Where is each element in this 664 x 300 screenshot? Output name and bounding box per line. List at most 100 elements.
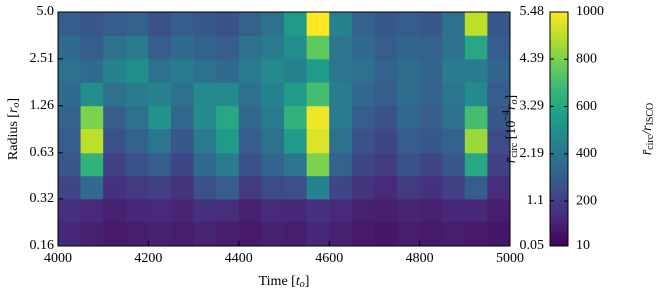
heatmap-cell [261, 12, 285, 36]
colorbar-left-tick-label: 5.48 [520, 4, 545, 19]
heatmap-cell [238, 12, 262, 36]
heatmap-cell [261, 105, 285, 130]
heatmap-cell [306, 105, 330, 130]
heatmap-cell [103, 221, 127, 247]
heatmap-cell [306, 175, 330, 200]
heatmap-cell [171, 221, 195, 247]
heatmap-cell [171, 175, 195, 200]
heatmap-cell [171, 105, 195, 130]
y-tick-label: 2.51 [30, 51, 55, 66]
heatmap-cell [58, 198, 82, 222]
heatmap-cell [216, 12, 240, 36]
heatmap-cell [397, 82, 421, 107]
colorbar-tick-label: 600 [576, 99, 597, 114]
heatmap-cell [125, 175, 149, 200]
heatmap-cell [374, 175, 398, 200]
heatmap-cell [487, 12, 511, 36]
heatmap-cell [284, 12, 308, 36]
heatmap-cell [261, 175, 285, 200]
heatmap-cell [58, 35, 82, 60]
heatmap-cell [487, 128, 511, 154]
x-tick-label: 4800 [406, 251, 434, 266]
heatmap-cell [284, 152, 308, 177]
heatmap-cell [261, 152, 285, 177]
heatmap-cell [284, 105, 308, 130]
heatmap-cell [351, 82, 375, 107]
heatmap-cell [464, 175, 488, 200]
heatmap-cell [80, 35, 104, 60]
heatmap-cell [374, 198, 398, 222]
heatmap-cell [397, 152, 421, 177]
heatmap-cell [306, 198, 330, 222]
heatmap-cell [306, 12, 330, 36]
colorbar-left-tick-label: 2.19 [520, 146, 545, 161]
heatmap-cell [284, 175, 308, 200]
heatmap-cell [80, 58, 104, 83]
heatmap-cell [329, 175, 353, 200]
heatmap-cell [103, 12, 127, 36]
heatmap-cell [374, 105, 398, 130]
heatmap-cell [351, 58, 375, 83]
heatmap-cell [193, 152, 217, 177]
heatmap-cell [464, 58, 488, 83]
heatmap-cell [351, 105, 375, 130]
heatmap-cell [80, 12, 104, 36]
heatmap-cell [329, 35, 353, 60]
heatmap-cell [58, 128, 82, 154]
heatmap-cell [487, 175, 511, 200]
heatmap-cell [374, 35, 398, 60]
colorbar-tick-label: 200 [576, 193, 597, 208]
heatmap-cell [80, 221, 104, 247]
colorbar-right-label: r̄circ/rISCO [640, 103, 656, 156]
heatmap-cell [487, 198, 511, 222]
heatmap-cell [216, 175, 240, 200]
heatmap-cell [238, 175, 262, 200]
heatmap-cell [397, 12, 421, 36]
heatmap-cell [306, 221, 330, 247]
heatmap-cell [148, 221, 172, 247]
heatmap-cell [306, 128, 330, 154]
x-tick-label: 4000 [44, 251, 72, 266]
x-axis-label: Time [to] [259, 274, 310, 290]
heatmap-cell [125, 12, 149, 36]
heatmap-cell [58, 58, 82, 83]
heatmap-cell [351, 221, 375, 247]
heatmap-cell [58, 82, 82, 107]
heatmap-cell [284, 198, 308, 222]
heatmap-cell [103, 152, 127, 177]
y-tick-label: 0.63 [30, 145, 55, 160]
heatmap-cell [464, 35, 488, 60]
heatmap-cell [216, 221, 240, 247]
colorbar-left-tick-label: 4.39 [520, 51, 545, 66]
colorbar [549, 11, 569, 247]
heatmap-cell [125, 128, 149, 154]
heatmap-cell [148, 58, 172, 83]
heatmap-cell [171, 12, 195, 36]
heatmap-cell [464, 152, 488, 177]
heatmap-cell [80, 105, 104, 130]
heatmap-cell [103, 58, 127, 83]
heatmap-cell [261, 221, 285, 247]
colorbar-left-tick-label: 3.29 [520, 99, 545, 114]
heatmap-cell [284, 128, 308, 154]
heatmap-cell [193, 175, 217, 200]
heatmap-cell [351, 128, 375, 154]
x-tick-label: 4600 [315, 251, 343, 266]
y-tick-label: 0.32 [30, 191, 55, 206]
heatmap-cell [193, 105, 217, 130]
heatmap-cell [171, 35, 195, 60]
heatmap-cell [397, 221, 421, 247]
heatmap-cell [193, 198, 217, 222]
heatmap-cell [171, 58, 195, 83]
heatmap-cell [442, 128, 466, 154]
heatmap-cell [351, 12, 375, 36]
heatmap-cell [171, 128, 195, 154]
heatmap-cell [374, 152, 398, 177]
heatmap-cell [103, 35, 127, 60]
heatmap-cell [58, 105, 82, 130]
heatmap-cell [238, 82, 262, 107]
heatmap-cell [329, 198, 353, 222]
heatmap-cell [261, 35, 285, 60]
heatmap-cell [419, 12, 443, 36]
heatmap-cell [148, 105, 172, 130]
